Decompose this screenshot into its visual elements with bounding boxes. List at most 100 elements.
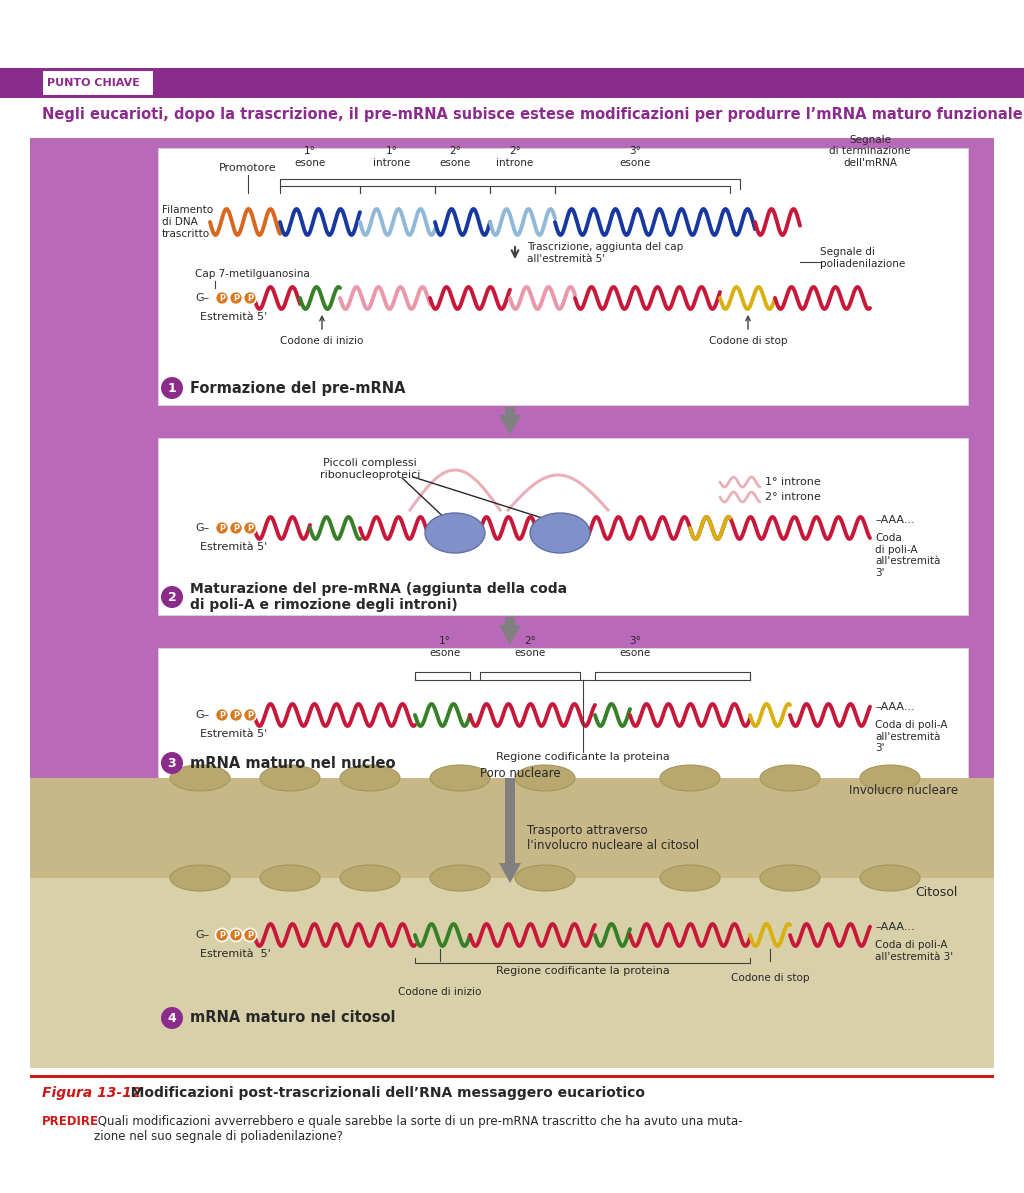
Text: Trascrizione, aggiunta del cap
all'estremità 5': Trascrizione, aggiunta del cap all'estre… bbox=[527, 242, 683, 264]
Text: 3: 3 bbox=[168, 758, 176, 769]
Circle shape bbox=[244, 291, 256, 304]
Text: 1: 1 bbox=[168, 382, 176, 395]
Text: Codone di stop: Codone di stop bbox=[709, 336, 787, 346]
Text: –AAA...: –AAA... bbox=[874, 701, 914, 712]
Circle shape bbox=[161, 1007, 183, 1030]
Circle shape bbox=[215, 521, 228, 534]
Circle shape bbox=[229, 709, 243, 722]
Text: mRNA maturo nel nucleo: mRNA maturo nel nucleo bbox=[190, 755, 395, 771]
Text: P: P bbox=[247, 293, 253, 303]
Text: –AAA...: –AAA... bbox=[874, 515, 914, 525]
Ellipse shape bbox=[340, 765, 400, 791]
Text: Piccoli complessi
ribonucleoproteici: Piccoli complessi ribonucleoproteici bbox=[319, 458, 420, 480]
Circle shape bbox=[229, 291, 243, 304]
Text: Modificazioni post-trascrizionali dell’RNA messaggero eucariotico: Modificazioni post-trascrizionali dell’R… bbox=[116, 1086, 645, 1100]
Text: 1°
esone: 1° esone bbox=[294, 147, 326, 168]
Bar bbox=[158, 648, 968, 778]
Ellipse shape bbox=[660, 865, 720, 891]
Text: Estremità 5': Estremità 5' bbox=[200, 729, 267, 738]
Ellipse shape bbox=[660, 765, 720, 791]
Ellipse shape bbox=[430, 765, 490, 791]
Text: PREDIRE: PREDIRE bbox=[42, 1115, 99, 1129]
Text: G–: G– bbox=[196, 293, 210, 303]
Bar bbox=[158, 148, 968, 404]
Text: 2°
introne: 2° introne bbox=[497, 147, 534, 168]
Ellipse shape bbox=[425, 513, 485, 554]
Ellipse shape bbox=[260, 765, 319, 791]
Circle shape bbox=[215, 291, 228, 304]
Ellipse shape bbox=[760, 765, 820, 791]
Text: G–: G– bbox=[196, 710, 210, 721]
Text: 1° introne: 1° introne bbox=[765, 477, 821, 487]
Bar bbox=[42, 70, 154, 95]
Text: Quali modificazioni avverrebbero e quale sarebbe la sorte di un pre-mRNA trascri: Quali modificazioni avverrebbero e quale… bbox=[94, 1115, 742, 1143]
Text: 3°
esone: 3° esone bbox=[620, 636, 650, 659]
Text: 2: 2 bbox=[168, 591, 176, 604]
Polygon shape bbox=[499, 617, 521, 645]
Text: Promotore: Promotore bbox=[219, 163, 276, 173]
Text: Negli eucarioti, dopo la trascrizione, il pre-mRNA subisce estese modificazioni : Negli eucarioti, dopo la trascrizione, i… bbox=[42, 107, 1024, 123]
Circle shape bbox=[244, 709, 256, 722]
Bar bbox=[30, 1075, 994, 1078]
Text: P: P bbox=[219, 524, 225, 533]
Text: PUNTO CHIAVE: PUNTO CHIAVE bbox=[47, 78, 140, 88]
Text: Segnale di
poliadenilazione: Segnale di poliadenilazione bbox=[820, 247, 905, 268]
Polygon shape bbox=[499, 407, 521, 435]
Text: –AAA...: –AAA... bbox=[874, 922, 914, 932]
Ellipse shape bbox=[515, 765, 575, 791]
Bar bbox=[30, 138, 994, 1068]
Text: Coda di poli-A
all'estremità
3': Coda di poli-A all'estremità 3' bbox=[874, 721, 947, 753]
Text: Estremità 5': Estremità 5' bbox=[200, 542, 267, 552]
Bar bbox=[158, 438, 968, 616]
Text: G–: G– bbox=[196, 931, 210, 940]
Text: Regione codificante la proteina: Regione codificante la proteina bbox=[496, 966, 670, 976]
Text: 3°
esone: 3° esone bbox=[620, 147, 650, 168]
Text: mRNA maturo nel citosol: mRNA maturo nel citosol bbox=[190, 1010, 395, 1026]
Circle shape bbox=[215, 709, 228, 722]
Ellipse shape bbox=[860, 765, 920, 791]
Ellipse shape bbox=[860, 865, 920, 891]
Text: P: P bbox=[247, 524, 253, 533]
Text: Codone di inizio: Codone di inizio bbox=[281, 336, 364, 346]
Text: Coda di poli-A
all'estremità 3': Coda di poli-A all'estremità 3' bbox=[874, 940, 953, 962]
Bar bbox=[0, 68, 1024, 98]
Circle shape bbox=[244, 928, 256, 941]
Text: G–: G– bbox=[196, 523, 210, 533]
Text: 2° introne: 2° introne bbox=[765, 492, 821, 502]
Text: Coda
di poli-A
all'estremità
3': Coda di poli-A all'estremità 3' bbox=[874, 533, 940, 577]
Text: P: P bbox=[219, 931, 225, 940]
Circle shape bbox=[244, 521, 256, 534]
Text: P: P bbox=[232, 931, 239, 940]
Text: Maturazione del pre-mRNA (aggiunta della coda
di poli-A e rimozione degli intron: Maturazione del pre-mRNA (aggiunta della… bbox=[190, 582, 567, 612]
Text: Estremità  5': Estremità 5' bbox=[200, 948, 270, 959]
Text: 1°
esone: 1° esone bbox=[429, 636, 461, 659]
Text: P: P bbox=[247, 711, 253, 721]
Circle shape bbox=[229, 521, 243, 534]
Text: 2°
esone: 2° esone bbox=[514, 636, 546, 659]
Ellipse shape bbox=[260, 865, 319, 891]
Text: P: P bbox=[232, 293, 239, 303]
Text: 4: 4 bbox=[168, 1012, 176, 1025]
Polygon shape bbox=[499, 778, 521, 883]
Ellipse shape bbox=[430, 865, 490, 891]
Text: P: P bbox=[232, 524, 239, 533]
Text: Formazione del pre-mRNA: Formazione del pre-mRNA bbox=[190, 381, 406, 396]
Text: 1°
introne: 1° introne bbox=[374, 147, 411, 168]
Ellipse shape bbox=[530, 513, 590, 554]
Circle shape bbox=[229, 928, 243, 941]
Text: Segnale
di terminazione
dell'mRNA: Segnale di terminazione dell'mRNA bbox=[829, 135, 910, 168]
Ellipse shape bbox=[515, 865, 575, 891]
Text: Trasporto attraverso
l'involucro nucleare al citosol: Trasporto attraverso l'involucro nuclear… bbox=[527, 824, 699, 852]
Circle shape bbox=[215, 928, 228, 941]
Text: P: P bbox=[219, 293, 225, 303]
Text: Poro nucleare: Poro nucleare bbox=[479, 767, 560, 780]
Text: Involucro nucleare: Involucro nucleare bbox=[849, 784, 958, 797]
Circle shape bbox=[161, 586, 183, 608]
Text: Estremità 5': Estremità 5' bbox=[200, 313, 267, 322]
Ellipse shape bbox=[760, 865, 820, 891]
Ellipse shape bbox=[170, 865, 230, 891]
Text: Figura 13-12: Figura 13-12 bbox=[42, 1086, 141, 1100]
Text: Codone di stop: Codone di stop bbox=[731, 973, 809, 983]
Text: Cap 7-metilguanosina: Cap 7-metilguanosina bbox=[195, 268, 309, 279]
Text: P: P bbox=[219, 711, 225, 721]
